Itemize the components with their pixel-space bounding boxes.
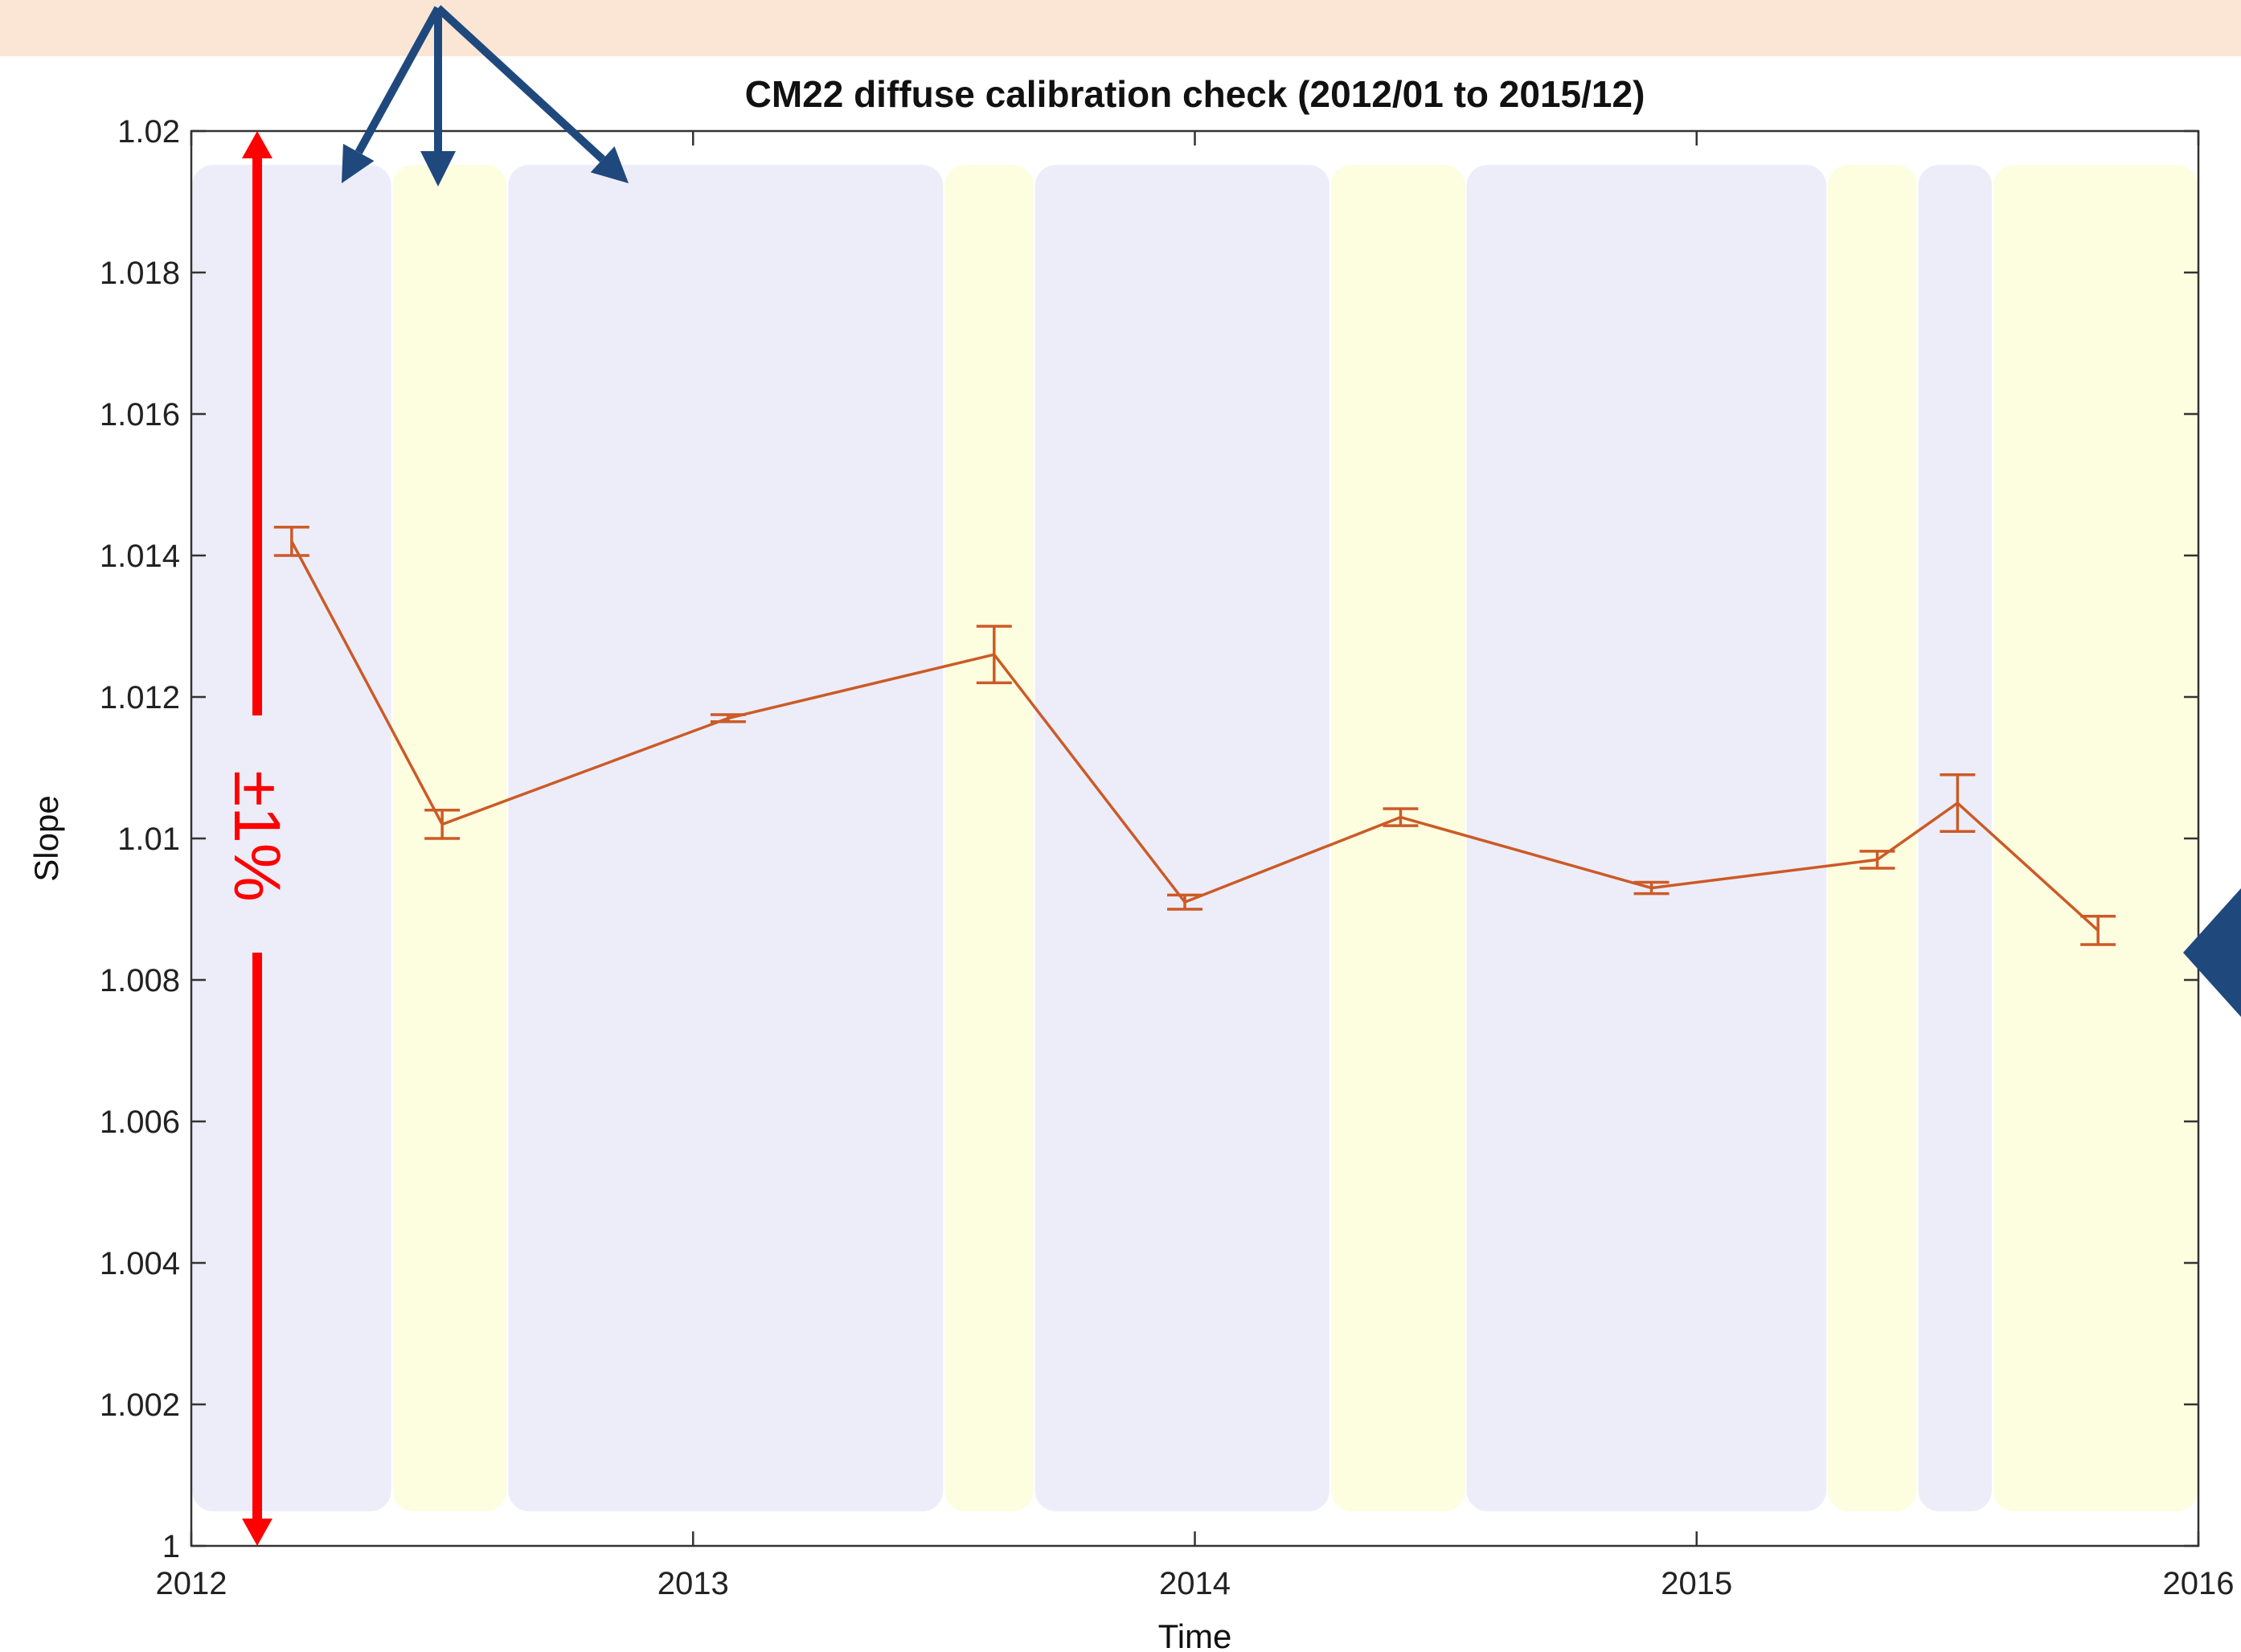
background-band bbox=[192, 165, 391, 1511]
x-tick-label: 2016 bbox=[2163, 1566, 2235, 1601]
pointer-arrow bbox=[435, 5, 629, 183]
data-point-errorbar bbox=[1633, 880, 1669, 896]
arrowhead-up bbox=[242, 131, 272, 158]
y-tick-label: 1.02 bbox=[117, 114, 180, 150]
pointer-arrow-head bbox=[590, 146, 629, 183]
data-point-errorbar bbox=[424, 809, 461, 840]
background-band bbox=[1828, 165, 1917, 1511]
y-tick-label: 1.012 bbox=[100, 680, 180, 715]
x-axis-label: Time bbox=[1158, 1617, 1232, 1652]
background-band bbox=[508, 165, 944, 1511]
background-band bbox=[1993, 165, 2198, 1511]
pointer-arrow bbox=[420, 8, 456, 187]
x-tick-label: 2012 bbox=[156, 1566, 227, 1601]
background-band bbox=[1034, 165, 1330, 1511]
series-line bbox=[290, 540, 2100, 932]
data-point-errorbar bbox=[1940, 773, 1976, 833]
y-tick-label: 1.016 bbox=[100, 397, 180, 432]
y-tick-label: 1.008 bbox=[100, 963, 180, 998]
y-tick-label: 1.01 bbox=[117, 822, 180, 857]
y-tick-label: 1.014 bbox=[100, 539, 180, 574]
y-axis-label: Slope bbox=[27, 795, 65, 881]
x-tick-label: 2015 bbox=[1661, 1566, 1732, 1601]
arrowhead-down bbox=[242, 1519, 272, 1546]
y-tick-label: 1.018 bbox=[100, 256, 180, 291]
diamond-marker bbox=[2183, 888, 2241, 1017]
pointer-arrow-shaft bbox=[435, 5, 606, 162]
pointer-arrow-head bbox=[342, 143, 375, 183]
background-band bbox=[1466, 165, 1827, 1511]
pointer-arrow bbox=[342, 6, 442, 183]
data-point-errorbar bbox=[2080, 915, 2116, 946]
data-point-errorbar bbox=[710, 713, 746, 724]
x-tick-label: 2014 bbox=[1159, 1566, 1231, 1601]
x-tick-label: 2013 bbox=[658, 1566, 729, 1601]
y-tick-label: 1.002 bbox=[100, 1388, 180, 1423]
top-banner bbox=[0, 0, 2241, 56]
y-tick-label: 1.006 bbox=[100, 1105, 180, 1140]
data-point-errorbar bbox=[273, 526, 309, 557]
annotation-label: ±1% bbox=[220, 770, 293, 902]
pointer-arrow-head bbox=[420, 151, 456, 187]
chart-title: CM22 diffuse calibration check (2012/01 … bbox=[745, 73, 1645, 115]
data-point-errorbar bbox=[976, 625, 1012, 685]
data-point-errorbar bbox=[1383, 807, 1419, 827]
y-tick-label: 1.004 bbox=[100, 1246, 180, 1281]
data-point-errorbar bbox=[1167, 893, 1203, 911]
background-band bbox=[1918, 165, 1993, 1511]
data-point-errorbar bbox=[1859, 850, 1895, 870]
background-band bbox=[944, 165, 1034, 1511]
percent-range-annotation: ±1% bbox=[220, 131, 293, 1546]
y-tick-label: 1 bbox=[162, 1529, 180, 1564]
background-band bbox=[1331, 165, 1465, 1511]
pointer-arrow-shaft bbox=[354, 6, 442, 154]
